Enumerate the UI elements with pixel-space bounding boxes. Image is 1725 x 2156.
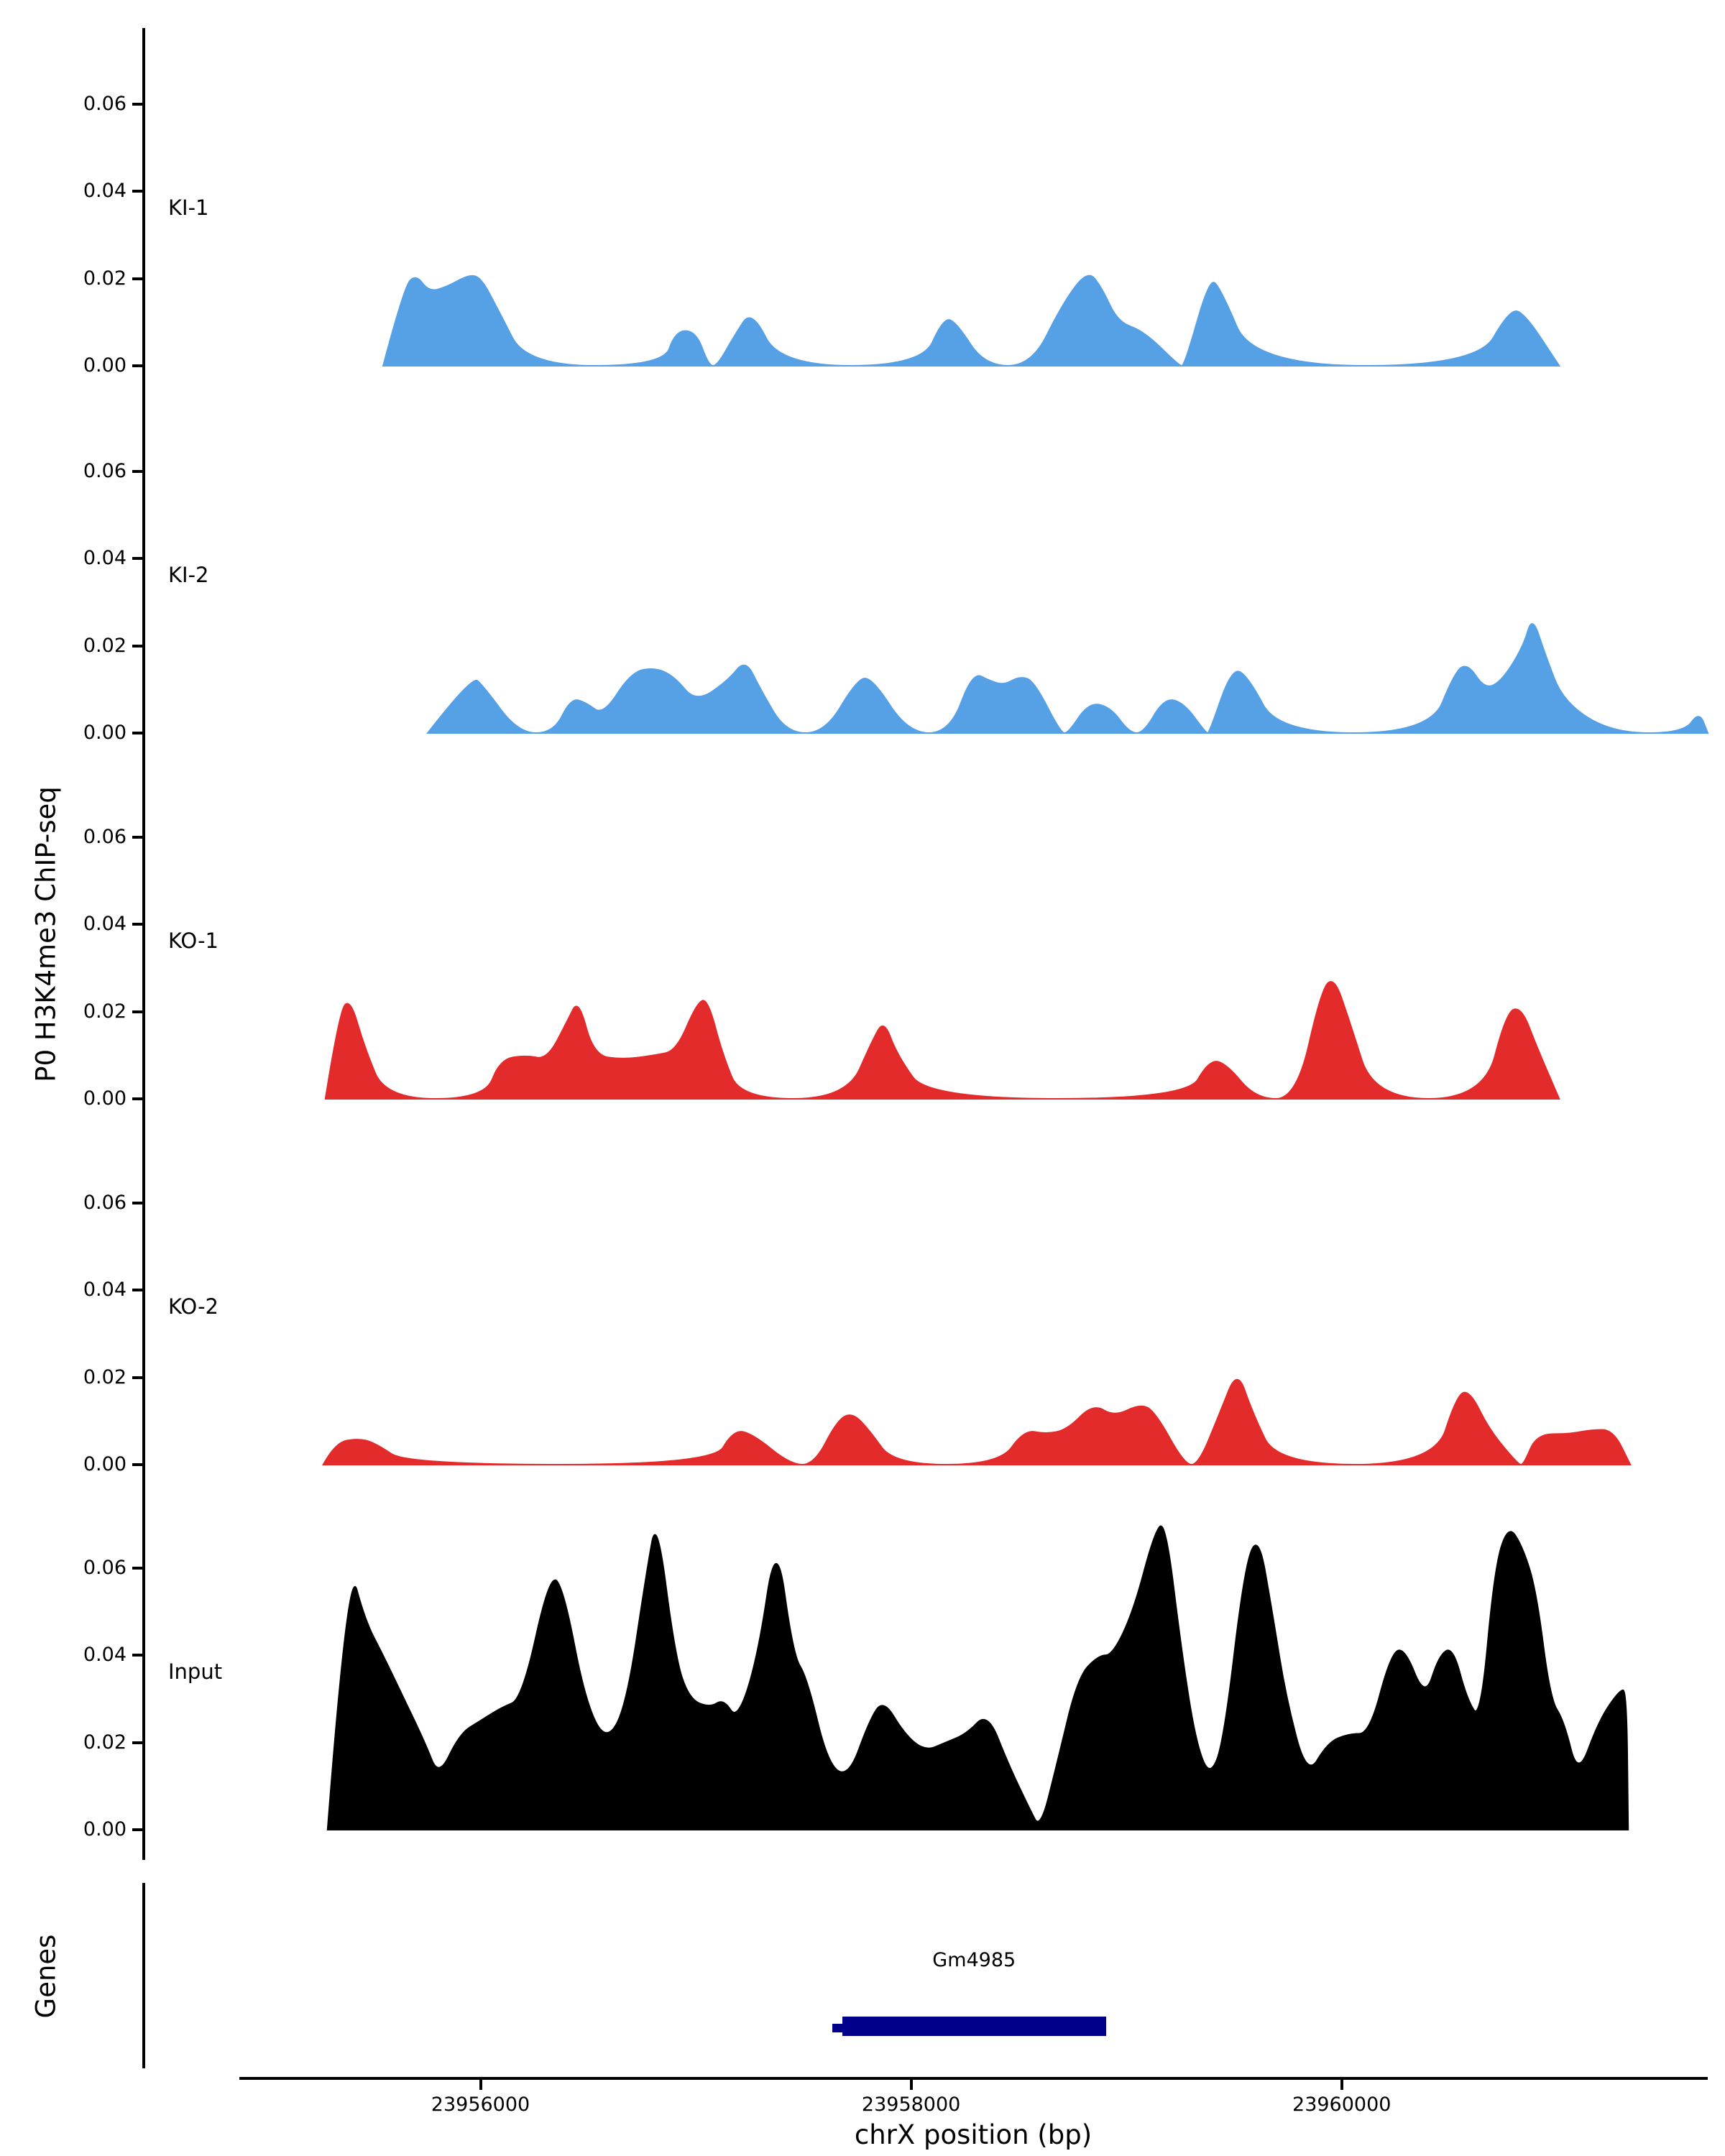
track-label: KI-2: [168, 563, 209, 587]
y-tick-label: 0.04: [83, 913, 126, 935]
track-panel-ki-2: 0.06 0.04 0.02 0.00 KI-2: [0, 395, 1725, 765]
y-tick-mark: [132, 1010, 142, 1013]
y-tick-mark: [132, 470, 142, 473]
y-tick-mark: [132, 103, 142, 106]
y-tick-mark: [132, 732, 142, 734]
y-tick-label: 0.04: [83, 547, 126, 569]
x-tick-mark: [479, 2080, 482, 2090]
y-tick-label: 0.00: [83, 722, 126, 744]
y-tick-mark: [132, 1828, 142, 1831]
y-tick-label: 0.02: [83, 267, 126, 290]
track-area-path: [426, 623, 1709, 734]
y-tick-mark: [132, 923, 142, 926]
y-tick-label: 0.06: [83, 93, 126, 115]
track-label: KI-1: [168, 195, 209, 220]
y-tick-mark: [132, 557, 142, 560]
x-tick-label: 23958000: [861, 2093, 961, 2116]
y-tick-mark: [132, 1202, 142, 1204]
y-tick-mark: [132, 1567, 142, 1570]
track-panel-ki-1: 0.06 0.04 0.02 0.00 KI-1: [0, 28, 1725, 398]
y-tick-label: 0.00: [83, 354, 126, 377]
track-panel-ko-2: 0.06 0.04 0.02 0.00 KO-2: [0, 1127, 1725, 1497]
gene-thin-segment: [832, 2024, 848, 2032]
y-tick-label: 0.00: [83, 1087, 126, 1110]
y-tick-label: 0.06: [83, 1557, 126, 1579]
y-tick-mark: [132, 1376, 142, 1379]
genes-panel: Gm4985: [0, 1883, 1725, 2071]
x-axis-title: chrX position (bp): [854, 2119, 1092, 2150]
y-tick-label: 0.00: [83, 1818, 126, 1841]
gene-label: Gm4985: [932, 1949, 1016, 1971]
track-area-chart: [382, 275, 1561, 367]
track-area-path: [326, 1525, 1629, 1830]
y-axis-line: [142, 761, 145, 1129]
y-tick-label: 0.04: [83, 180, 126, 202]
track-area-path: [322, 1378, 1632, 1466]
y-tick-label: 0.06: [83, 826, 126, 848]
y-axis-line: [142, 1492, 145, 1860]
track-area-chart: [324, 981, 1560, 1100]
y-tick-label: 0.02: [83, 1731, 126, 1754]
track-label: KO-1: [168, 929, 218, 953]
track-area-chart: [326, 1525, 1629, 1830]
y-tick-mark: [132, 364, 142, 367]
track-area-path: [382, 275, 1561, 367]
y-tick-label: 0.04: [83, 1644, 126, 1666]
track-area-chart: [322, 1378, 1632, 1466]
track-panel-ko-1: 0.06 0.04 0.02 0.00 KO-1: [0, 761, 1725, 1131]
x-tick-label: 23960000: [1292, 2093, 1392, 2116]
y-tick-mark: [132, 277, 142, 280]
track-label: Input: [168, 1659, 223, 1684]
y-tick-mark: [132, 836, 142, 839]
track-area-path: [324, 981, 1560, 1100]
y-axis-line: [142, 1127, 145, 1495]
x-axis-line: [239, 2077, 1708, 2080]
y-tick-mark: [132, 645, 142, 648]
gene-body-bar: [842, 2017, 1106, 2036]
genes-axis-line: [142, 1883, 145, 2068]
y-tick-label: 0.06: [83, 460, 126, 482]
x-tick-mark: [1340, 2080, 1343, 2090]
y-tick-label: 0.06: [83, 1192, 126, 1214]
y-tick-label: 0.02: [83, 1000, 126, 1023]
track-panel-input: 0.06 0.04 0.02 0.00 Input: [0, 1492, 1725, 1862]
y-tick-mark: [132, 190, 142, 193]
y-tick-mark: [132, 1463, 142, 1466]
x-tick-mark: [909, 2080, 913, 2090]
y-tick-label: 0.02: [83, 1366, 126, 1388]
y-axis-line: [142, 395, 145, 763]
y-axis-line: [142, 28, 145, 396]
y-tick-mark: [132, 1741, 142, 1744]
y-tick-mark: [132, 1654, 142, 1657]
x-tick-label: 23956000: [431, 2093, 530, 2116]
y-tick-label: 0.04: [83, 1279, 126, 1301]
y-tick-mark: [132, 1097, 142, 1100]
track-area-chart: [426, 623, 1709, 734]
y-tick-label: 0.00: [83, 1453, 126, 1475]
y-tick-mark: [132, 1289, 142, 1291]
y-tick-label: 0.02: [83, 635, 126, 657]
track-label: KO-2: [168, 1294, 218, 1319]
